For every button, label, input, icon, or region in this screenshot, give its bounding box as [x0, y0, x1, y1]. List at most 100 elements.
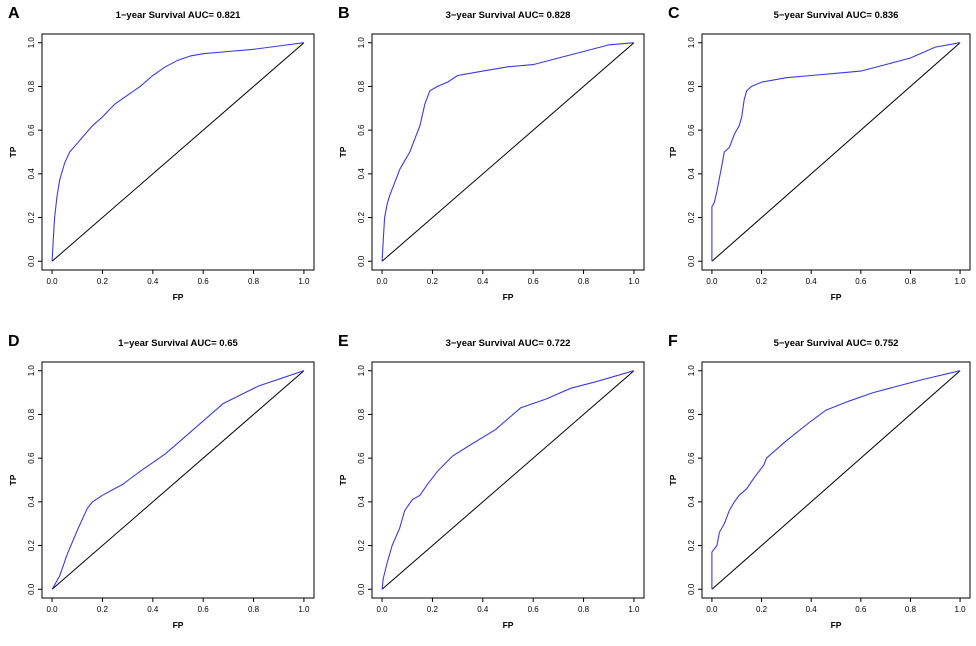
chart-title: 3−year Survival AUC= 0.828: [446, 10, 571, 21]
y-tick-label: 0.2: [27, 211, 36, 223]
reference-diagonal: [381, 370, 635, 590]
x-tick-label: 0.6: [198, 605, 210, 614]
x-tick-label: 0.0: [706, 277, 718, 286]
y-tick-label: 0.2: [357, 539, 366, 551]
x-tick-label: 0.2: [427, 277, 439, 286]
x-tick-label: 0.2: [756, 277, 768, 286]
y-tick-label: 0.0: [357, 583, 366, 595]
roc-curve: [51, 42, 304, 262]
x-tick-label: 0.8: [905, 605, 917, 614]
x-tick-label: 0.8: [248, 277, 260, 286]
x-tick-label: 0.4: [806, 277, 818, 286]
y-tick-label: 0.8: [687, 408, 696, 420]
y-tick-label: 0.2: [687, 539, 696, 551]
x-tick-label: 0.0: [377, 605, 389, 614]
x-tick-label: 0.4: [147, 605, 159, 614]
x-tick-label: 1.0: [298, 277, 310, 286]
y-axis-label: TP: [8, 146, 18, 157]
x-axis-label: FP: [503, 292, 514, 302]
y-tick-label: 0.2: [27, 539, 36, 551]
y-tick-label: 0.8: [27, 408, 36, 420]
y-tick-label: 1.0: [687, 365, 696, 377]
x-tick-label: 0.2: [97, 277, 109, 286]
chart-title: 3−year Survival AUC= 0.722: [446, 338, 571, 349]
y-tick-label: 0.0: [687, 255, 696, 267]
chart-title: 1−year Survival AUC= 0.821: [116, 10, 242, 21]
panel-letter: F: [668, 333, 678, 350]
panel-d: D 1−year Survival AUC= 0.65 0.0 0.2 0.4 0.6 0.…: [8, 333, 315, 630]
y-tick-label: 1.0: [27, 365, 36, 377]
roc-curve: [711, 42, 961, 262]
panel-e: E 3−year Survival AUC= 0.722 0.0 0.2 0.4 0.6 0…: [338, 333, 645, 630]
y-tick-label: 0.6: [27, 452, 36, 464]
plot-frame: [701, 33, 971, 271]
y-tick-label: 0.2: [357, 211, 366, 223]
y-tick-label: 0.4: [357, 168, 366, 180]
y-axis-label: TP: [668, 146, 678, 157]
panel-letter: D: [8, 333, 20, 350]
x-tick-label: 0.6: [198, 277, 210, 286]
y-tick-label: 1.0: [27, 37, 36, 49]
y-tick-label: 1.0: [357, 365, 366, 377]
panel-letter: B: [338, 5, 350, 22]
x-tick-label: 0.6: [528, 277, 540, 286]
y-tick-label: 0.4: [687, 496, 696, 508]
x-axis-label: FP: [173, 292, 184, 302]
x-tick-label: 1.0: [628, 277, 640, 286]
x-axis-label: FP: [503, 620, 514, 630]
y-axis-label: TP: [8, 474, 18, 485]
x-tick-label: 0.2: [756, 605, 768, 614]
y-tick-label: 0.0: [687, 583, 696, 595]
chart-title: 5−year Survival AUC= 0.752: [774, 338, 899, 349]
y-tick-label: 0.6: [27, 124, 36, 136]
y-tick-label: 0.8: [687, 80, 696, 92]
y-tick-label: 0.4: [687, 168, 696, 180]
x-tick-label: 0.8: [905, 277, 917, 286]
x-tick-label: 0.6: [855, 605, 867, 614]
y-tick-label: 0.8: [27, 80, 36, 92]
y-tick-label: 1.0: [357, 37, 366, 49]
roc-curve: [381, 42, 634, 262]
reference-diagonal: [51, 42, 305, 262]
x-tick-label: 0.2: [97, 605, 109, 614]
reference-diagonal: [711, 42, 961, 262]
reference-diagonal: [381, 42, 635, 262]
chart-title: 1−year Survival AUC= 0.65: [118, 338, 238, 349]
x-tick-label: 0.0: [47, 277, 59, 286]
plot-frame: [371, 361, 645, 599]
reference-diagonal: [51, 370, 305, 590]
x-axis-label: FP: [831, 292, 842, 302]
y-tick-label: 0.4: [357, 496, 366, 508]
panel-letter: A: [8, 5, 20, 22]
reference-diagonal: [711, 370, 961, 590]
y-tick-label: 0.8: [357, 80, 366, 92]
y-tick-label: 1.0: [687, 37, 696, 49]
y-tick-label: 0.6: [687, 452, 696, 464]
panel-c: C 5−year Survival AUC= 0.836 0.0 0.2 0.4 0.6 0…: [668, 5, 971, 302]
plot-frame: [41, 33, 315, 271]
panel-letter: C: [668, 5, 680, 22]
x-tick-label: 0.4: [477, 605, 489, 614]
y-tick-label: 0.0: [357, 255, 366, 267]
x-tick-label: 0.8: [578, 277, 590, 286]
y-tick-label: 0.4: [27, 496, 36, 508]
y-tick-label: 0.8: [357, 408, 366, 420]
x-tick-label: 0.4: [147, 277, 159, 286]
plot-frame: [41, 361, 315, 599]
x-tick-label: 1.0: [955, 277, 967, 286]
x-tick-label: 0.4: [806, 605, 818, 614]
x-tick-label: 1.0: [955, 605, 967, 614]
y-tick-label: 0.0: [27, 255, 36, 267]
roc-curve: [51, 370, 305, 590]
x-tick-label: 1.0: [628, 605, 640, 614]
x-axis-label: FP: [173, 620, 184, 630]
plot-frame: [371, 33, 645, 271]
x-tick-label: 0.0: [47, 605, 59, 614]
panel-b: B 3−year Survival AUC= 0.828 0.0 0.2 0.4 0.6 0…: [338, 5, 645, 302]
y-tick-label: 0.6: [357, 124, 366, 136]
x-tick-label: 0.0: [706, 605, 718, 614]
x-tick-label: 1.0: [298, 605, 310, 614]
y-tick-label: 0.2: [687, 211, 696, 223]
x-tick-label: 0.4: [477, 277, 489, 286]
